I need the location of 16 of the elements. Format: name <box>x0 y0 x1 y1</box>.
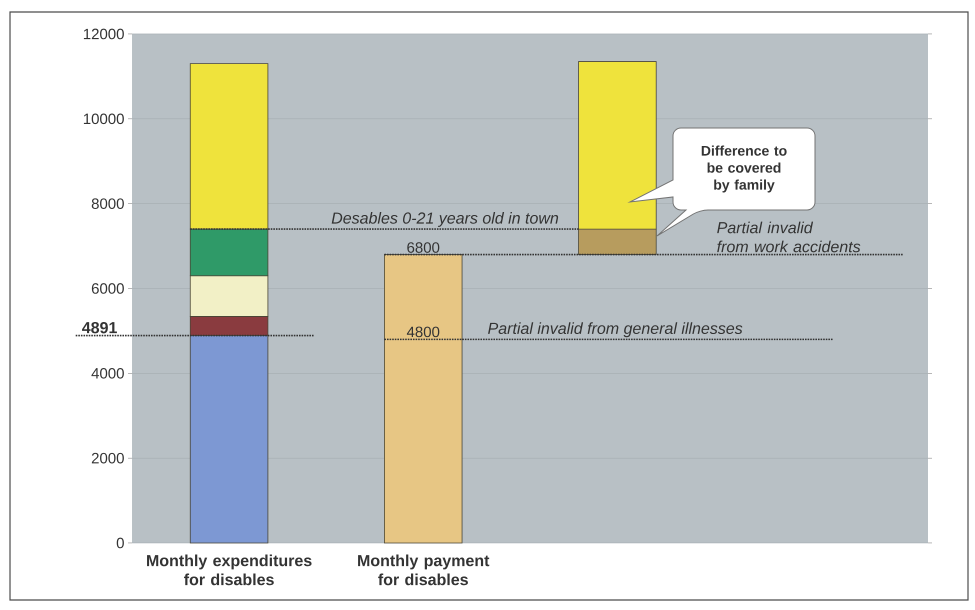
y-tick-label: 4000 <box>91 368 124 379</box>
ref-line-label: 4891 <box>82 322 117 334</box>
annotation: 4800 <box>406 326 440 338</box>
x-tick-label: Monthly payment for disables <box>358 554 490 586</box>
data-label: 6800 <box>407 242 440 253</box>
x-tick-label: Monthly expenditures for disables <box>147 554 312 586</box>
y-tick-label: 8000 <box>92 198 124 209</box>
y-tick-label: 2000 <box>92 452 124 464</box>
ref-line-label: Partial invalid from work accidents <box>717 222 860 252</box>
ref-line-label: Desables 0-21 years old in town <box>332 212 558 227</box>
y-tick-label: 6000 <box>92 283 124 294</box>
y-tick-label: 12000 <box>84 28 124 40</box>
y-tick-label: 10000 <box>84 114 124 124</box>
ref-line-label: Partial invalid from general illnesses <box>488 322 742 338</box>
text: Difference to be covered by family <box>702 145 787 193</box>
y-tick-label: 0 <box>116 538 124 548</box>
